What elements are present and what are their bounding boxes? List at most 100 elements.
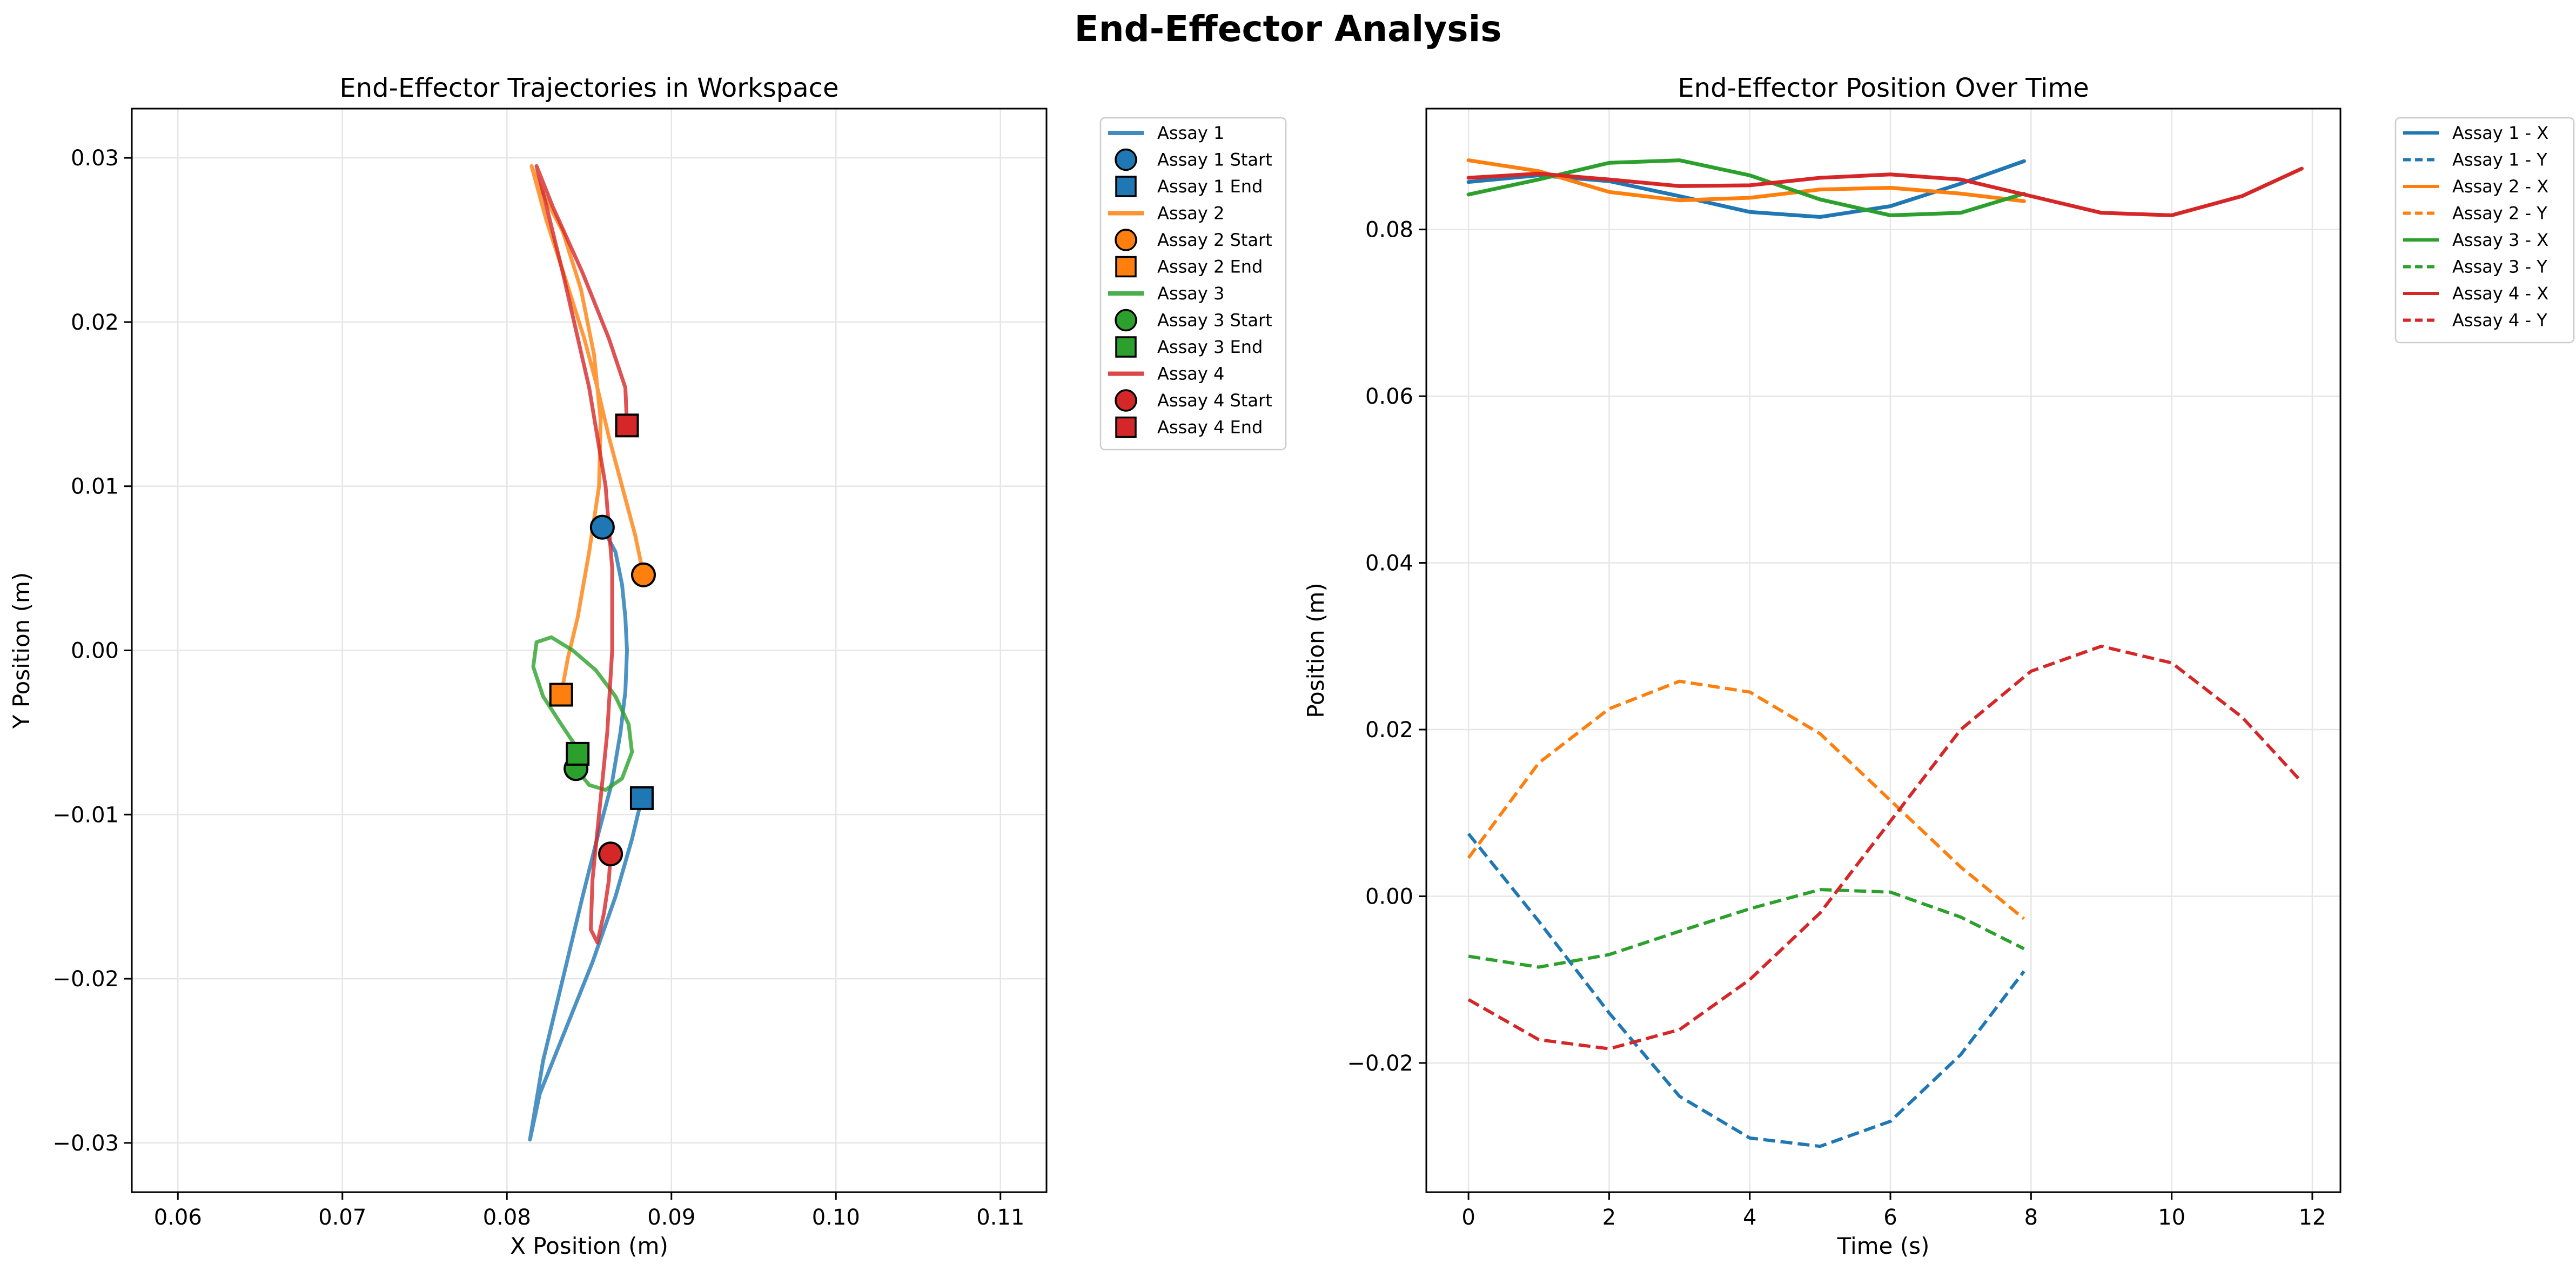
legend-label: Assay 2 End [1157, 257, 1263, 277]
end-marker-assay-3 [566, 741, 590, 766]
legend-label: Assay 3 [1157, 283, 1224, 304]
chart-title: End-Effector Position Over Time [1678, 73, 2089, 103]
legend-label: Assay 3 Start [1157, 310, 1272, 331]
series-lines [1466, 158, 2304, 1148]
end-marker-assay-4 [615, 413, 639, 438]
legend-square-swatch [1115, 336, 1137, 358]
y-tick-label: 0.00 [71, 639, 119, 664]
axes-frame [1425, 108, 2342, 1193]
series-line-assay-1-x [1466, 159, 2026, 219]
x-tick-label: 2 [1602, 1205, 1616, 1230]
figure-title: End-Effector Analysis [1074, 8, 1501, 50]
legend-item-assay-3-x: Assay 3 - X [2403, 230, 2548, 250]
y-tick-label: −0.03 [52, 1131, 119, 1156]
legend-circle-swatch [1115, 309, 1137, 332]
legend-box [2394, 117, 2575, 344]
y-tick-label: −0.02 [52, 967, 119, 992]
position-time-panel: 0 2 4 6 8 10 12 −0.02 0.00 0.02 0.04 0.06 0.08 End-Ef… [1303, 73, 2575, 1259]
legend-label: Assay 2 [1157, 203, 1224, 224]
x-tick-label: 8 [2024, 1205, 2038, 1230]
x-tick-label: 0.07 [318, 1205, 366, 1230]
grid [132, 109, 1046, 1192]
series-line-assay-4-x [1466, 166, 2304, 217]
y-tick-label: 0.03 [71, 146, 119, 171]
legend-label: Assay 4 - Y [2452, 310, 2547, 331]
legend-item-assay-1-y: Assay 1 - Y [2403, 150, 2547, 170]
x-tick-label: 12 [2298, 1205, 2326, 1230]
legend-item-assay-2-x: Assay 2 - X [2403, 176, 2548, 197]
start-marker-assay-4 [598, 841, 623, 867]
legend-square-swatch [1115, 256, 1137, 278]
y-tick-label: 0.06 [1365, 384, 1413, 409]
legend-item-assay-2: Assay 2 [1108, 203, 1224, 224]
y-tick-label: 0.04 [1365, 551, 1413, 576]
series-line-assay-4-y [1467, 644, 2303, 1051]
legend-item-assay-4-x: Assay 4 - X [2403, 283, 2548, 304]
ticks: 0.06 0.07 0.08 0.09 0.10 0.11 −0.03 −0.02 −0.01 0… [52, 146, 1024, 1230]
legend-label: Assay 1 End [1157, 176, 1263, 197]
series-line-assay-4 [534, 164, 629, 945]
x-axis-label: Time (s) [1837, 1233, 1930, 1259]
legend-label: Assay 2 - Y [2452, 203, 2547, 224]
markers [549, 413, 656, 867]
legend-box [1099, 117, 1287, 451]
legend: Assay 1 Assay 1 Start Assay 1 End Assay 2 As… [1099, 117, 1287, 451]
legend: Assay 1 - X Assay 1 - Y Assay 2 - X Assay 2… [2394, 117, 2575, 344]
legend-square-swatch [1115, 176, 1137, 197]
legend-label: Assay 2 Start [1157, 230, 1272, 250]
legend-item-assay-1-end: Assay 1 End [1115, 176, 1263, 197]
y-axis-label: Position (m) [1303, 583, 1329, 718]
x-tick-label: 10 [2158, 1205, 2185, 1230]
x-tick-label: 0.08 [483, 1205, 531, 1230]
end-marker-assay-2 [549, 683, 573, 707]
legend-item-assay-1-start: Assay 1 Start [1115, 148, 1272, 171]
start-marker-assay-2 [630, 562, 656, 587]
x-tick-label: 0.10 [812, 1205, 860, 1230]
legend-label: Assay 1 - X [2452, 123, 2548, 143]
trajectory-panel: 0.06 0.07 0.08 0.09 0.10 0.11 −0.03 −0.02 −0.01 0… [8, 73, 1287, 1259]
series-line-assay-2-x [1466, 158, 2026, 203]
y-tick-label: 0.02 [1365, 718, 1413, 743]
legend-square-swatch [1115, 416, 1137, 438]
y-tick-label: −0.02 [1347, 1051, 1413, 1076]
legend-circle-swatch [1115, 148, 1137, 171]
legend-item-assay-2-end: Assay 2 End [1115, 256, 1263, 278]
x-tick-label: 4 [1743, 1205, 1756, 1230]
series-line-assay-3-y [1468, 888, 2025, 969]
series-line-assay-2-y [1467, 679, 2025, 920]
legend-item-assay-4-y: Assay 4 - Y [2403, 310, 2547, 331]
y-tick-label: 0.00 [1365, 884, 1413, 909]
legend-label: Assay 3 - X [2452, 230, 2548, 250]
series-line-assay-3 [531, 635, 634, 792]
x-axis-label: X Position (m) [510, 1233, 668, 1259]
legend-item-assay-3-start: Assay 3 Start [1115, 309, 1272, 332]
legend-label: Assay 4 - X [2452, 283, 2548, 304]
x-tick-label: 0.09 [647, 1205, 695, 1230]
legend-label: Assay 4 End [1157, 417, 1263, 438]
chart-title: End-Effector Trajectories in Workspace [339, 73, 838, 103]
series-line-assay-3-x [1466, 158, 2026, 217]
legend-item-assay-4-end: Assay 4 End [1115, 416, 1263, 438]
legend-item-assay-3: Assay 3 [1108, 283, 1224, 304]
legend-circle-swatch [1115, 229, 1137, 251]
y-tick-label: 0.01 [71, 474, 119, 499]
start-marker-assay-1 [589, 514, 615, 540]
legend-label: Assay 1 Start [1157, 150, 1272, 170]
y-tick-label: 0.08 [1365, 218, 1413, 243]
end-marker-assay-1 [629, 786, 654, 810]
legend-label: Assay 3 - Y [2452, 257, 2547, 277]
x-tick-label: 0.11 [976, 1205, 1024, 1230]
legend-item-assay-3-end: Assay 3 End [1115, 336, 1263, 358]
y-axis-label: Y Position (m) [8, 572, 35, 730]
legend-circle-swatch [1115, 389, 1137, 412]
legend-label: Assay 4 [1157, 364, 1224, 384]
legend-label: Assay 4 Start [1157, 390, 1272, 411]
x-tick-label: 0 [1461, 1205, 1475, 1230]
series-line-assay-1 [528, 525, 644, 1142]
legend-label: Assay 3 End [1157, 337, 1263, 357]
series-line-assay-1-y [1467, 832, 2025, 1148]
legend-item-assay-4-start: Assay 4 Start [1115, 389, 1272, 412]
series-lines [528, 164, 646, 1142]
legend-label: Assay 1 [1157, 123, 1224, 143]
